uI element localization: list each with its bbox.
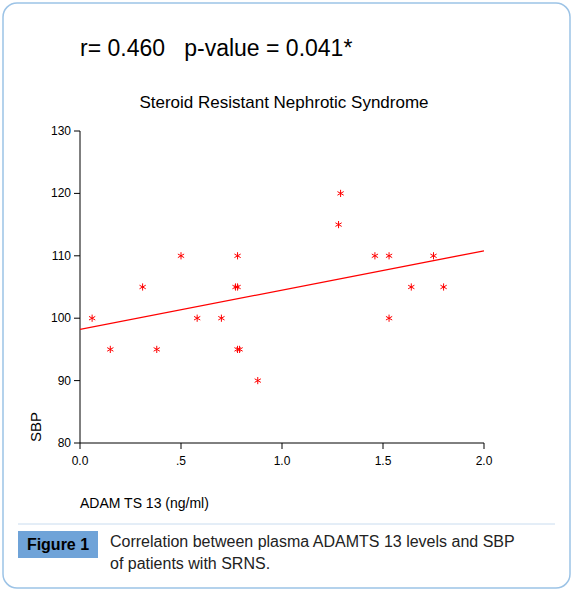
- x-tick: [282, 443, 283, 449]
- chart: r= 0.460 p-value = 0.041* Steroid Resista…: [0, 0, 573, 591]
- figure-label-box: [18, 531, 98, 558]
- y-tick-label: 100: [51, 311, 71, 325]
- y-tick-label: 80: [58, 436, 72, 450]
- x-tick: [80, 443, 81, 449]
- plot-area: [80, 190, 484, 384]
- y-tick: [74, 255, 80, 256]
- figure-label: Figure 1: [27, 536, 89, 553]
- point: [107, 346, 113, 353]
- card-border: [3, 3, 570, 588]
- point: [440, 283, 446, 290]
- y-tick: [74, 193, 80, 194]
- x-tick-label: 0.0: [72, 454, 89, 468]
- point: [234, 252, 240, 259]
- y-tick: [74, 131, 80, 132]
- point: [408, 283, 414, 290]
- y-axis-label: SBP: [27, 412, 44, 442]
- x-tick-label: .5: [176, 454, 186, 468]
- x-tick-label: 1.5: [375, 454, 392, 468]
- point: [335, 221, 341, 228]
- point: [386, 252, 392, 259]
- y-tick-label: 130: [51, 124, 71, 138]
- caption: of patients with SRNS.: [110, 555, 270, 572]
- y-tick-label: 90: [58, 374, 72, 388]
- x-axis-label: ADAM TS 13 (ng/ml): [80, 495, 209, 511]
- x-tick: [383, 443, 384, 449]
- annotation: r= 0.460 p-value = 0.041*: [80, 35, 352, 61]
- y-tick: [74, 380, 80, 381]
- point: [234, 283, 240, 290]
- point: [194, 315, 200, 322]
- point: [386, 315, 392, 322]
- fit-line: [80, 251, 484, 330]
- x-tick-label: 2.0: [476, 454, 493, 468]
- x-tick: [181, 443, 182, 449]
- y-tick: [74, 443, 80, 444]
- title: Steroid Resistant Nephrotic Syndrome: [139, 93, 428, 112]
- separator: [18, 524, 555, 525]
- point: [178, 252, 184, 259]
- y-axis: [80, 131, 81, 443]
- y-tick-label: 110: [52, 249, 71, 263]
- x-tick-label: 1.0: [274, 454, 291, 468]
- point: [154, 346, 160, 353]
- point: [337, 190, 343, 197]
- caption: Correlation between plasma ADAMTS 13 lev…: [110, 533, 515, 550]
- x-tick: [484, 443, 485, 449]
- y-tick: [74, 318, 80, 319]
- point: [255, 377, 261, 384]
- point: [139, 283, 145, 290]
- point: [372, 252, 378, 259]
- point: [89, 315, 95, 322]
- point: [218, 315, 224, 322]
- point: [430, 252, 436, 259]
- point: [236, 346, 242, 353]
- y-tick-label: 120: [51, 186, 71, 200]
